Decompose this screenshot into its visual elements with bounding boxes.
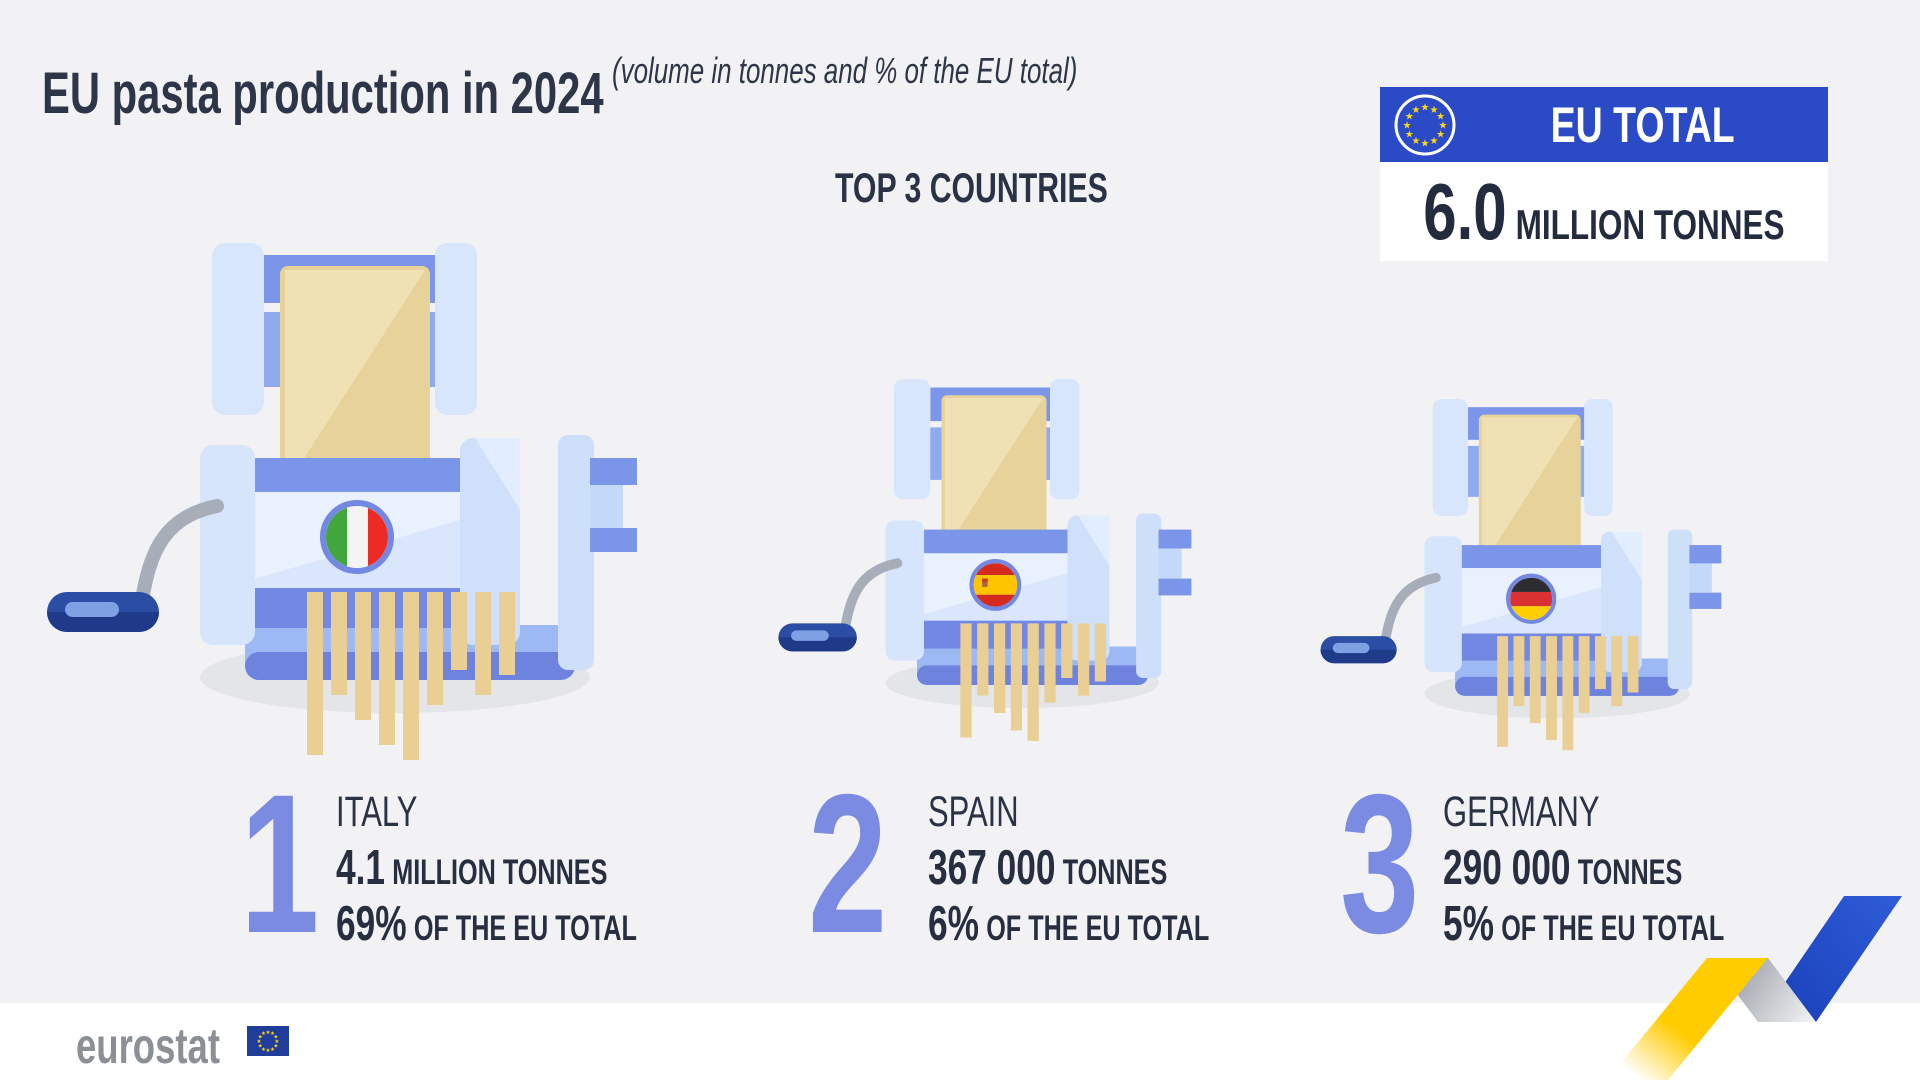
svg-text:★: ★ [1430,105,1439,116]
svg-text:★: ★ [1439,120,1448,131]
svg-text:★: ★ [261,1047,266,1053]
pasta-machine-italy [45,240,645,820]
eurostat-ribbon-decoration [1607,896,1902,1080]
country-share: 5% [1443,897,1494,952]
pasta-machine-spain [777,377,1197,783]
eu-total-value: 6.0 [1423,166,1507,256]
country-share-label: OF THE EU TOTAL [1501,909,1725,949]
svg-text:★: ★ [261,1031,266,1037]
rank-number-spain: 2 [808,753,888,974]
svg-text:★: ★ [270,1047,275,1053]
country-value: 290 000 [1443,841,1571,895]
country-name: ITALY [336,788,418,836]
svg-text:★: ★ [1405,129,1414,140]
eurostat-flag-icon: ★ ★★★★★★★★★★★ [247,1026,289,1056]
country-share-label: OF THE EU TOTAL [413,909,637,949]
pasta-machine-germany [1319,397,1727,791]
footer-band [0,1003,1920,1080]
svg-text:★: ★ [1430,136,1439,147]
eu-flag-icon: ★ ★★★★★★★★★★★ [1394,94,1456,155]
page-title: EU pasta production in 2024 [42,60,604,126]
country-share: 6% [928,897,979,952]
country-share-label: OF THE EU TOTAL [986,909,1210,949]
country-value-unit: MILLION TONNES [392,853,608,892]
svg-text:★: ★ [273,1043,278,1049]
svg-text:★: ★ [275,1039,280,1045]
svg-text:★: ★ [266,1030,271,1036]
country-value-unit: TONNES [1577,853,1683,892]
svg-text:★: ★ [258,1034,263,1040]
country-name: GERMANY [1443,788,1600,836]
rank-number-italy: 1 [240,753,320,974]
eu-total-label: EU TOTAL [1550,96,1735,153]
country-block-germany: GERMANY 290 000 TONNES 5% OF THE EU TOTAL [1443,791,1834,951]
country-value: 4.1 [336,841,386,895]
svg-text:★: ★ [1403,120,1412,131]
svg-text:★: ★ [273,1034,278,1040]
svg-text:★: ★ [258,1043,263,1049]
country-value-unit: TONNES [1062,853,1168,892]
svg-text:★: ★ [270,1031,275,1037]
eu-total-unit: MILLION TONNES [1515,200,1785,248]
eu-total-card: ★ ★ ★ ★ ★ ★ ★ ★ ★ ★ ★ ★ EU TOTAL 6.0 MILLION TONNES [1380,87,1828,261]
svg-text:★: ★ [1436,111,1445,122]
country-share: 69% [336,897,407,952]
svg-text:★: ★ [1405,111,1414,122]
svg-text:★: ★ [1436,129,1445,140]
svg-text:★: ★ [1412,136,1421,147]
country-value: 367 000 [928,841,1056,895]
section-heading: TOP 3 COUNTRIES [835,164,1108,211]
svg-text:★: ★ [1421,102,1430,113]
rank-number-germany: 3 [1340,753,1420,974]
page-subtitle: (volume in tonnes and % of the EU total) [612,50,1078,91]
svg-text:★: ★ [1412,105,1421,116]
country-name: SPAIN [928,788,1019,836]
eurostat-logo: eurostat [76,1018,221,1074]
svg-text:★: ★ [266,1048,271,1054]
svg-text:★: ★ [1421,138,1430,149]
eu-total-header: ★ ★ ★ ★ ★ ★ ★ ★ ★ ★ ★ ★ EU TOTAL [1380,87,1828,162]
country-block-italy: ITALY 4.1 MILLION TONNES 69% OF THE EU TOT… [336,791,754,951]
country-block-spain: SPAIN 367 000 TONNES 6% OF THE EU TOTAL [928,791,1319,951]
svg-text:★: ★ [257,1039,262,1045]
eu-total-value-row: 6.0 MILLION TONNES [1380,162,1828,261]
